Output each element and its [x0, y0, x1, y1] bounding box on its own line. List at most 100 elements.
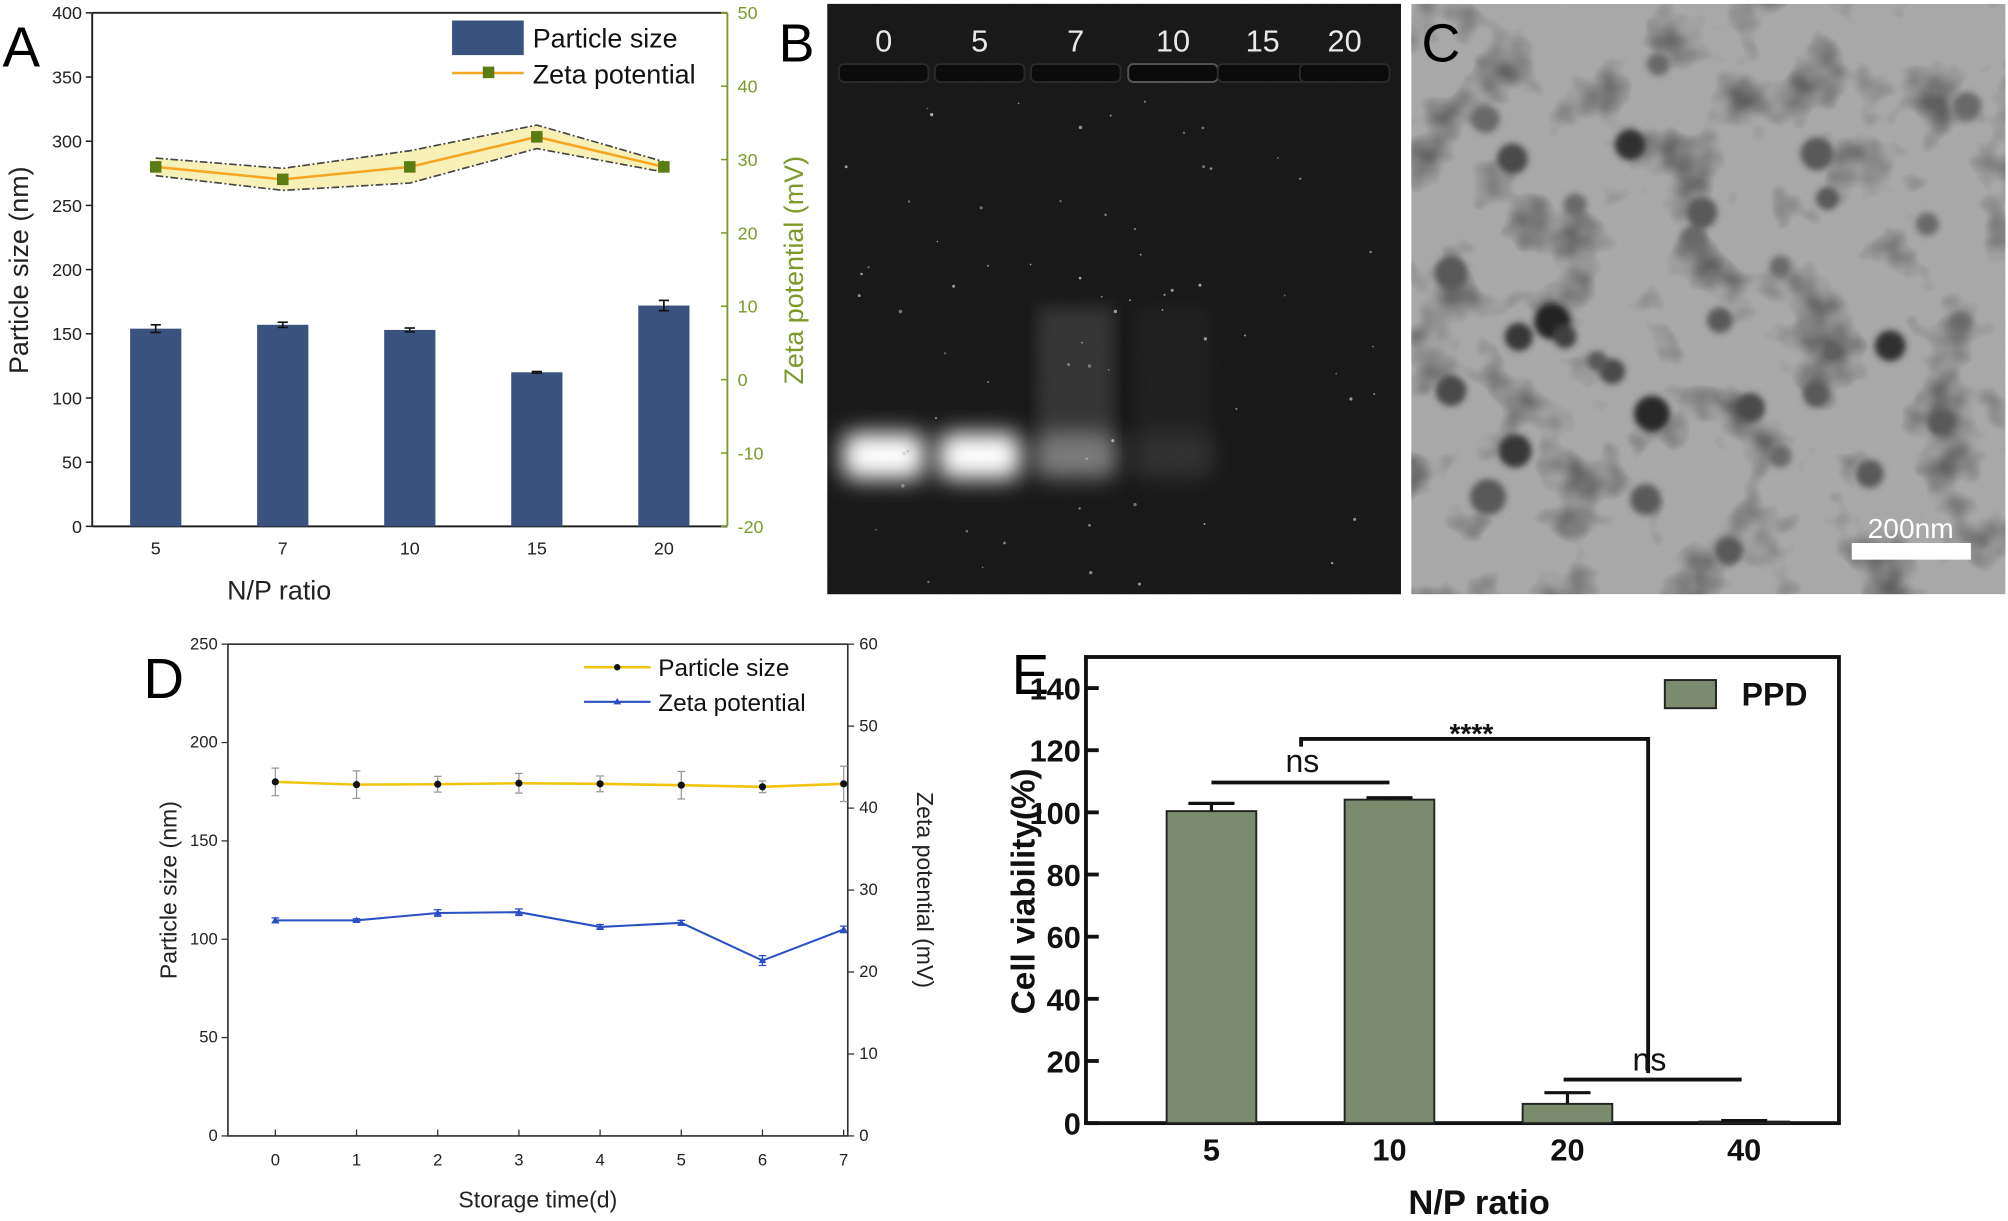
gel-speckle: [1209, 167, 1213, 170]
particle-size-marker: [352, 781, 361, 789]
particle-size-marker: [758, 783, 767, 791]
gel-speckle: [901, 484, 905, 488]
gel-speckle: [1085, 457, 1088, 460]
gel-speckle: [1283, 294, 1286, 297]
gel-speckle: [1133, 502, 1137, 507]
y-tick-right-label-d: 60: [859, 634, 878, 653]
y-tick-right-label-d: 10: [859, 1044, 878, 1063]
panel-label-a: A: [3, 16, 41, 79]
y-tick-right-label-d: 50: [859, 716, 878, 735]
gel-speckle: [1109, 114, 1112, 117]
gel-speckle: [1059, 199, 1062, 203]
bar-ppd: [1521, 1102, 1614, 1125]
y-axis-title-d: Particle size (nm): [156, 801, 182, 979]
gel-speckle: [1203, 522, 1206, 525]
gel-speckle: [1349, 397, 1353, 401]
legend-a: Particle size Zeta potential: [452, 20, 696, 89]
zeta-potential-marker: [352, 916, 361, 923]
y-tick-label-a: 150: [52, 324, 82, 344]
y-tick-label-e: 80: [1047, 858, 1081, 893]
gel-speckle: [935, 417, 938, 420]
y-tick-label-a: 400: [52, 3, 82, 23]
gel-speckle: [1078, 507, 1081, 510]
gel-well: [1216, 63, 1309, 83]
gel-speckle: [1276, 156, 1279, 159]
y-axis-right-title-d: Zeta potential (mV): [912, 792, 938, 988]
gel-speckle: [1372, 345, 1374, 348]
y-tick-label-e: 120: [1030, 734, 1081, 769]
legend-e: PPD: [1663, 677, 1808, 713]
y-tick-right-label-d: 0: [859, 1126, 868, 1145]
y-tick-label-d: 0: [208, 1126, 217, 1145]
bar-particle-size: [384, 329, 436, 527]
particle-size-marker: [434, 780, 442, 788]
lane-label: 10: [1156, 23, 1190, 58]
zeta-potential-line: [275, 911, 845, 962]
scale-bar: [1851, 543, 1971, 560]
x-axis-title-e: N/P ratio: [1408, 1184, 1550, 1221]
gel-well: [1298, 63, 1391, 83]
y-tick-label-a: 50: [62, 453, 82, 473]
gel-speckle: [906, 449, 910, 453]
scale-bar-label: 200nm: [1868, 512, 1954, 544]
gel-speckle: [1330, 561, 1334, 565]
gel-speckle: [1170, 288, 1174, 292]
panel-e-chart: E 0 20 40 60 80 100 120 140 5 10 20 40 ns **** ns N/…: [1006, 643, 1841, 1221]
zeta-potential-marker: [433, 909, 442, 916]
particle-size-marker: [677, 781, 685, 789]
gel-speckle: [1078, 125, 1083, 130]
gel-speckle: [1244, 334, 1247, 337]
bar-particle-size: [130, 328, 182, 527]
gel-speckle: [1163, 293, 1166, 296]
particle-size-marker: [271, 778, 279, 786]
y-tick-right-label-d: 40: [859, 798, 878, 817]
bar-ppd: [1165, 810, 1258, 1125]
legend-swatch-ppd: [1663, 679, 1717, 710]
gel-speckle: [952, 284, 956, 288]
gel-speckle: [860, 272, 863, 276]
legend-label-ppd: PPD: [1742, 677, 1808, 713]
gel-well: [1127, 63, 1219, 83]
gel-speckle: [1104, 213, 1107, 217]
y-axis-title-e: Cell viability(%): [1006, 768, 1043, 1014]
panel-d-chart: D 0 50 100 150 200 250 0 10 20 30 40 50 60 0 1 2 3 4 5 6 7…: [143, 634, 937, 1212]
x-tick-label-a: 15: [527, 539, 547, 559]
y-tick-label-d: 150: [190, 831, 218, 850]
lane-label: 7: [1067, 23, 1084, 58]
gel-speckle: [1107, 368, 1110, 371]
gel-speckle: [1129, 299, 1131, 302]
gel-speckle: [1373, 392, 1376, 396]
zeta-marker: [658, 161, 670, 173]
y-tick-right-label-a: 20: [738, 223, 758, 243]
y-tick-label-a: 0: [72, 517, 82, 537]
significance-bracket-10-40: [1299, 737, 1651, 1074]
x-tick-label-a: 7: [278, 539, 288, 559]
gel-speckle: [1111, 439, 1115, 443]
gel-speckle: [1100, 295, 1103, 298]
lane-label: 5: [971, 23, 988, 58]
x-tick-label-e: 40: [1727, 1132, 1761, 1167]
zeta-potential-marker: [596, 923, 604, 930]
x-axis-title-a: N/P ratio: [227, 575, 331, 605]
legend-label-particle-size-d: Particle size: [658, 655, 789, 682]
x-tick-label-a: 10: [400, 539, 420, 559]
gel-speckle: [1088, 523, 1091, 527]
zeta-potential-marker: [271, 916, 280, 923]
plot-frame-d: [227, 643, 849, 1137]
bar-ppd: [1343, 798, 1436, 1125]
particle-size-marker: [596, 780, 604, 788]
gel-speckle: [898, 309, 903, 314]
zeta-potential-marker: [677, 918, 686, 926]
y-tick-label-a: 200: [52, 260, 82, 280]
y-tick-right-label-d: 30: [859, 880, 878, 899]
gel-speckle: [1029, 263, 1032, 266]
y-tick-right-label-a: 50: [738, 3, 758, 23]
panel-b-gel-image: B 0 5 7 10 15 20: [779, 3, 1401, 595]
gel-speckle: [844, 165, 848, 169]
gel-speckle: [907, 200, 911, 203]
y-tick-label-d: 100: [190, 929, 218, 948]
legend-marker-zeta-d: [613, 697, 622, 705]
y-tick-label-e: 40: [1047, 982, 1081, 1017]
gel-well: [837, 63, 930, 83]
